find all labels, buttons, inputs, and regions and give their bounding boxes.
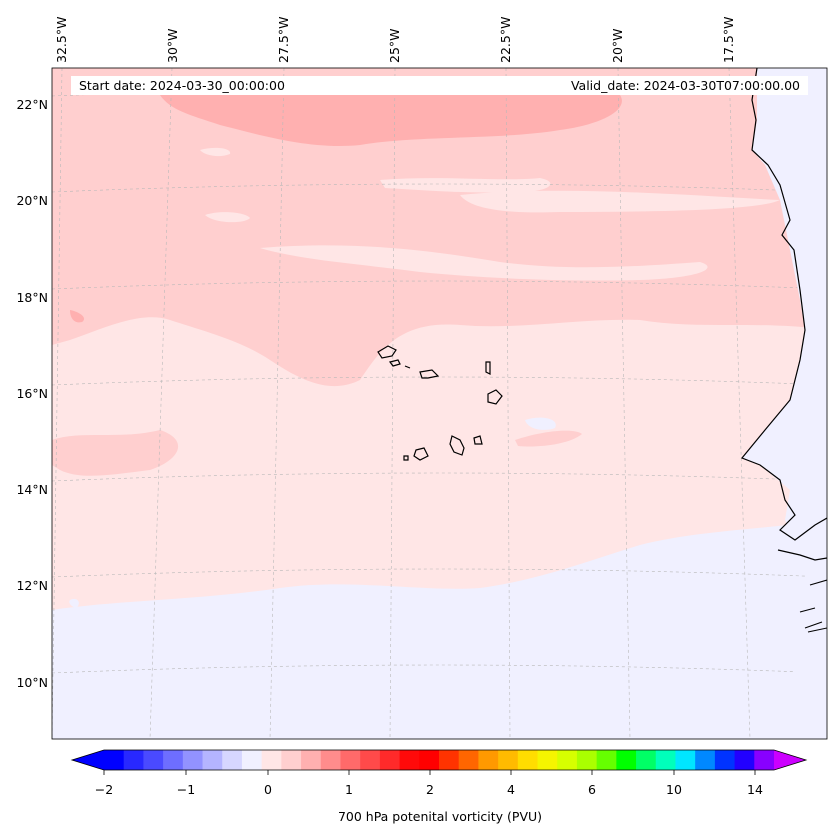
colorbar-tick-label: 2 — [426, 782, 434, 797]
colorbar-segment — [616, 750, 637, 770]
colorbar-segment — [340, 750, 361, 770]
colorbar-segment — [104, 750, 125, 770]
colorbar-tick-label: 1 — [345, 782, 353, 797]
pv-streak-2 — [460, 190, 780, 213]
map-field — [52, 68, 827, 739]
start-date-text: Start date: 2024-03-30_00:00:00 — [79, 78, 285, 93]
island-fogo — [413, 447, 429, 461]
pv-contour-0-5b — [52, 430, 179, 476]
pv-contour-neg — [52, 510, 827, 739]
pv-streak-3 — [260, 245, 708, 281]
colorbar-segment — [182, 750, 204, 770]
colorbar-segment — [439, 750, 460, 770]
colorbar-segment — [222, 750, 243, 770]
lon-label-25w: 25°W — [387, 28, 402, 63]
pv-streak-1 — [380, 178, 551, 193]
island-sal — [485, 361, 491, 375]
island-brava — [403, 455, 409, 461]
lon-label-30w: 30°W — [165, 28, 180, 63]
colorbar-extend-max — [774, 750, 806, 770]
lat-label-12n: 12°N — [16, 578, 48, 593]
lon-label-27-5w: 27.5°W — [276, 16, 291, 63]
island-santo-antao — [377, 345, 397, 359]
colorbar-tick-label: 4 — [507, 782, 515, 797]
colorbar-segment — [537, 750, 558, 770]
colorbar-segment — [576, 750, 598, 770]
colorbar-segment — [458, 750, 479, 770]
valid-date-text: Valid_date: 2024-03-30T07:00:00.00 — [570, 78, 800, 93]
colorbar-segment — [143, 750, 164, 770]
colorbar-tick-label: −1 — [176, 782, 196, 797]
colorbar-segment — [596, 750, 617, 770]
lat-label-18n: 18°N — [16, 290, 48, 305]
colorbar-tick-label: −2 — [94, 782, 114, 797]
colorbar-extend-min — [72, 750, 104, 770]
coastline-gambia — [777, 549, 827, 561]
colorbar-segment — [557, 750, 578, 770]
colorbar-title: 700 hPa potenital vorticity (PVU) — [337, 809, 543, 824]
lat-label-22n: 22°N — [16, 97, 48, 112]
island-maio — [473, 435, 483, 445]
lon-label-22-5w: 22.5°W — [498, 16, 513, 63]
colorbar-segment — [754, 750, 775, 770]
island-santa-luzia — [404, 365, 411, 369]
colorbar-segment — [241, 750, 263, 770]
colorbar-segment — [734, 750, 755, 770]
land-africa — [742, 68, 827, 739]
lon-label-17-5w: 17.5°W — [721, 16, 736, 63]
lon-label-20w: 20°W — [610, 28, 625, 63]
pv-contour-1b — [70, 310, 85, 323]
colorbar-segment — [123, 750, 144, 770]
colorbar-segment — [320, 750, 341, 770]
date-header: Start date: 2024-03-30_00:00:00 Valid_da… — [71, 76, 808, 95]
colorbar-segment — [261, 750, 282, 770]
pv-blob-neg-1 — [69, 598, 79, 608]
island-sao-nicolau — [419, 369, 440, 379]
island-sao-vicente — [388, 359, 401, 367]
pv-streak-4 — [205, 212, 250, 223]
coastline-africa — [741, 68, 827, 541]
colorbar — [70, 749, 808, 775]
colorbar-segment — [163, 750, 184, 770]
colorbar-tick-label: 6 — [588, 782, 596, 797]
pv-blob-pos-1 — [515, 430, 582, 447]
colorbar-segment — [202, 750, 223, 770]
lat-label-16n: 16°N — [16, 386, 48, 401]
pv-contour-0-5 — [52, 68, 827, 387]
pv-streak-5 — [200, 147, 231, 157]
lat-label-20n: 20°N — [16, 193, 48, 208]
colorbar-segment — [301, 750, 322, 770]
lat-label-14n: 14°N — [16, 482, 48, 497]
pv-contour-neg-edge — [52, 505, 827, 610]
colorbar-segment — [498, 750, 519, 770]
colorbar-segment — [399, 750, 420, 770]
colorbar-segment — [636, 750, 657, 770]
colorbar-segment — [379, 750, 401, 770]
colorbar-segment — [695, 750, 716, 770]
map-frame — [51, 67, 828, 740]
island-boa-vista — [487, 389, 503, 405]
colorbar-segment — [281, 750, 302, 770]
lon-label-32-5w: 32.5°W — [54, 16, 69, 63]
island-santiago — [449, 435, 465, 456]
colorbar-segment — [517, 750, 539, 770]
colorbar-segment — [675, 750, 696, 770]
colorbar-segment — [478, 750, 499, 770]
cape-verde-islands — [377, 345, 503, 461]
colorbar-segment — [360, 750, 381, 770]
colorbar-tick-label: 10 — [666, 782, 682, 797]
pv-contour-1 — [160, 95, 622, 146]
colorbar-segment — [419, 750, 440, 770]
colorbar-segment — [655, 750, 676, 770]
colorbar-tick-label: 14 — [747, 782, 763, 797]
lat-label-10n: 10°N — [16, 675, 48, 690]
coastline-guinea — [799, 579, 827, 633]
colorbar-segment — [714, 750, 736, 770]
colorbar-tick-label: 0 — [264, 782, 272, 797]
pv-blob-neg-3 — [525, 417, 556, 430]
pv-blob-neg-2 — [120, 707, 146, 718]
